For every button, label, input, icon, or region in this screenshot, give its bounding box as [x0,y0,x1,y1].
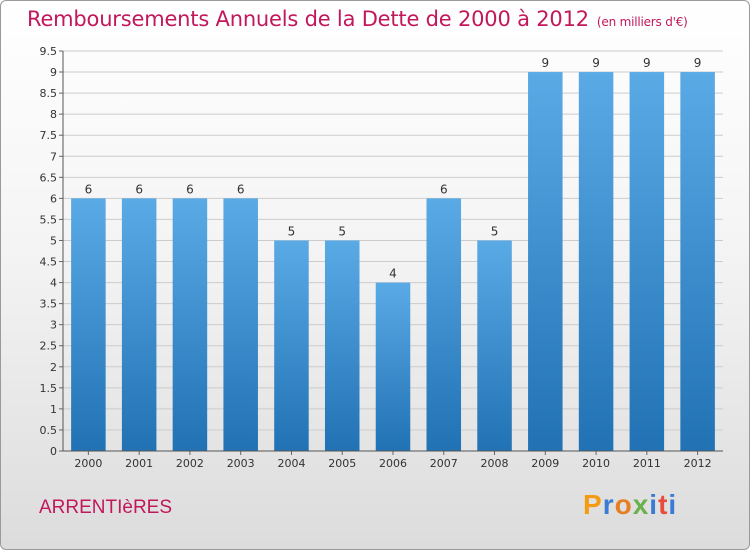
y-tick-label: 2.5 [40,340,58,353]
data-label-2011: 9 [643,56,651,70]
bar-2010 [578,72,614,451]
bar-2002 [172,198,208,451]
logo-letter: x [632,489,650,520]
bar-2005 [324,240,360,451]
logo-letter: o [614,489,633,520]
chart-title-text: Remboursements Annuels de la Dette de 20… [27,7,589,31]
y-tick-label: 2 [50,361,57,374]
bar-2000 [71,198,106,451]
y-tick-label: 7 [50,150,57,163]
data-label-2010: 9 [592,56,600,70]
data-label-2012: 9 [694,56,702,70]
y-tick-label: 1.5 [40,382,58,395]
y-tick-label: 8.5 [40,87,58,100]
y-tick-label: 5.5 [40,213,58,226]
x-tick-label-2001: 2001 [125,457,153,470]
y-tick-label: 4 [50,277,57,290]
logo-letter: t [658,489,669,520]
bar-2012 [680,72,715,451]
bar-2011 [629,72,665,451]
data-label-2003: 6 [237,182,245,196]
x-tick-label-2006: 2006 [379,457,407,470]
x-tick-label-2009: 2009 [531,457,559,470]
data-label-2002: 6 [186,182,194,196]
y-tick-label: 9.5 [40,45,58,58]
logo-letter: i [649,489,659,520]
y-tick-label: 9 [50,66,57,79]
bar-2008 [477,240,512,451]
bar-2009 [528,72,563,451]
y-tick-label: 0.5 [40,424,58,437]
data-label-2005: 5 [338,224,346,238]
data-label-2008: 5 [491,224,499,238]
y-tick-label: 6 [50,192,57,205]
x-tick-label-2012: 2012 [684,457,712,470]
y-tick-label: 4.5 [40,256,58,269]
x-tick-label-2004: 2004 [277,457,305,470]
data-labels: 6 6 6 6 5 5 4 6 5 9 9 9 9 [85,56,702,281]
y-tick-label: 6.5 [40,171,58,184]
logo-letter: r [602,489,615,520]
x-tick-label-2007: 2007 [430,457,458,470]
bar-2007 [426,198,462,451]
x-axis-ticks: 2000 2001 2002 2003 2004 2005 2006 2007 2008 2009… [74,451,712,470]
y-tick-label: 1 [50,403,57,416]
y-tick-label: 0 [50,445,57,458]
x-tick-label-2003: 2003 [227,457,255,470]
x-tick-label-2005: 2005 [328,457,356,470]
bar-2006 [375,282,411,451]
data-label-2007: 6 [440,182,448,196]
logo-letter: P [583,489,603,520]
axes [62,51,723,452]
y-tick-label: 3 [50,319,57,332]
commune-name: ARRENTIèRES [39,497,173,518]
x-tick-label-2011: 2011 [633,457,661,470]
y-tick-label: 7.5 [40,129,58,142]
y-axis-ticks: 0 0.5 1 1.5 2 2.5 3 3.5 4 4.5 5 5.5 6 6.5 7 7.5 8 8.5 9 9.5 [40,45,63,458]
chart-title: Remboursements Annuels de la Dette de 20… [27,7,688,31]
logo-letter: i [668,489,678,520]
x-tick-label-2010: 2010 [582,457,610,470]
x-tick-label-2000: 2000 [74,457,102,470]
bar-2004 [274,240,309,451]
y-tick-label: 5 [50,234,57,247]
chart-unit: (en milliers d'€) [596,15,688,29]
data-label-2004: 5 [288,224,296,238]
y-tick-label: 8 [50,108,57,121]
bar-2001 [121,198,157,451]
proxiti-logo: Proxiti [583,489,677,521]
bars [71,72,715,451]
x-tick-label-2008: 2008 [481,457,509,470]
data-label-2009: 9 [541,56,549,70]
y-tick-label: 3.5 [40,298,58,311]
data-label-2001: 6 [135,182,143,196]
x-tick-label-2002: 2002 [176,457,204,470]
bar-2003 [223,198,258,451]
data-label-2006: 4 [389,267,397,281]
data-label-2000: 6 [85,182,93,196]
